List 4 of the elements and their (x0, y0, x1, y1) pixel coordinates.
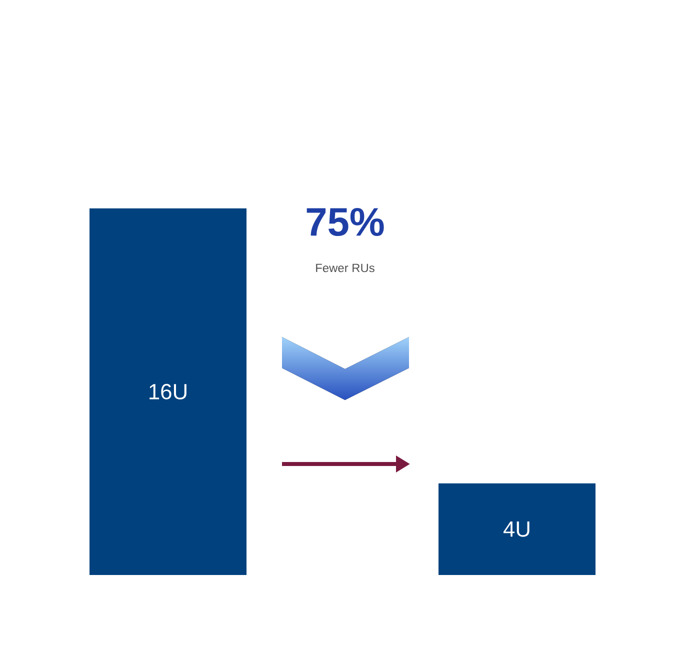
data-label: 16U (150, 384, 186, 400)
data-label: 4U (504, 522, 530, 537)
annotation: 75% (306, 208, 384, 236)
annotation: Fewer RUs (316, 264, 374, 272)
